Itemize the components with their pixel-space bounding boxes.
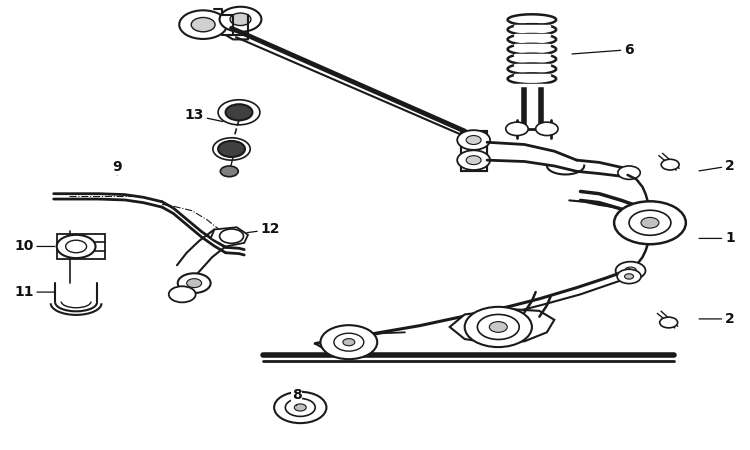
Circle shape (489, 322, 507, 333)
Text: 12: 12 (247, 222, 280, 236)
Circle shape (218, 141, 245, 157)
Circle shape (220, 229, 244, 243)
Circle shape (187, 279, 202, 288)
Text: 2: 2 (699, 312, 735, 326)
Circle shape (506, 122, 528, 135)
Circle shape (178, 273, 211, 293)
Circle shape (458, 130, 490, 150)
Circle shape (629, 210, 671, 235)
Circle shape (625, 274, 634, 279)
Polygon shape (58, 234, 104, 259)
Text: 9: 9 (112, 160, 122, 175)
Circle shape (641, 217, 659, 228)
Circle shape (230, 13, 251, 26)
Circle shape (218, 100, 260, 125)
Circle shape (220, 166, 238, 177)
Text: 2: 2 (699, 159, 735, 173)
Circle shape (660, 317, 678, 328)
Circle shape (465, 307, 532, 347)
Polygon shape (461, 131, 487, 171)
Circle shape (320, 325, 377, 359)
Circle shape (617, 269, 641, 284)
Circle shape (343, 338, 355, 346)
Circle shape (191, 18, 215, 32)
Circle shape (477, 315, 519, 339)
Circle shape (614, 201, 686, 244)
Circle shape (285, 399, 315, 416)
Circle shape (66, 240, 86, 253)
Polygon shape (450, 309, 554, 343)
Circle shape (179, 10, 227, 39)
Text: 11: 11 (14, 285, 55, 299)
Circle shape (294, 404, 306, 411)
Polygon shape (211, 227, 248, 247)
Circle shape (226, 104, 253, 120)
Circle shape (625, 267, 637, 274)
Text: 1: 1 (699, 231, 735, 245)
Circle shape (220, 7, 262, 32)
Text: 8: 8 (292, 388, 302, 405)
Circle shape (616, 261, 646, 279)
Circle shape (334, 333, 364, 351)
Circle shape (466, 135, 481, 144)
Circle shape (662, 159, 679, 170)
Circle shape (536, 122, 558, 135)
Circle shape (213, 138, 250, 160)
Text: 10: 10 (14, 239, 55, 253)
Circle shape (466, 156, 481, 165)
Text: 6: 6 (572, 43, 634, 57)
Text: 13: 13 (184, 108, 223, 122)
Circle shape (274, 392, 326, 423)
Circle shape (57, 235, 95, 258)
Circle shape (618, 166, 640, 180)
Circle shape (458, 150, 490, 170)
Circle shape (169, 286, 196, 302)
